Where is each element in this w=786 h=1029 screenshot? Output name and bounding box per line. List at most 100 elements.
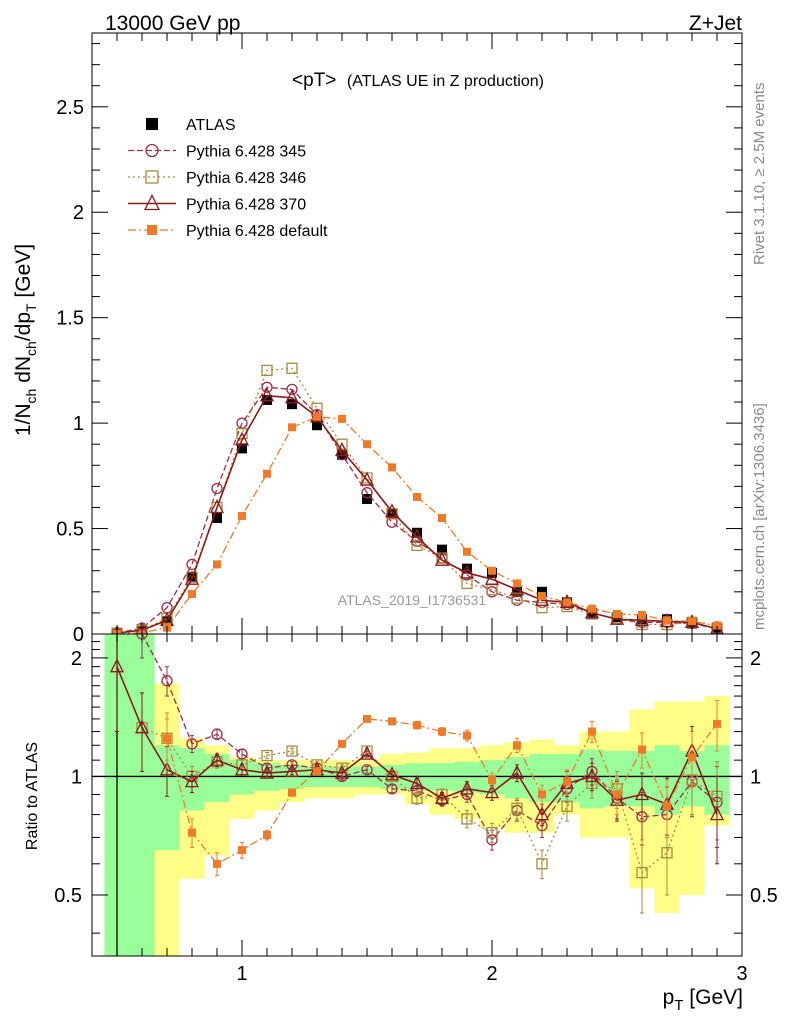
ratio-point-p370 — [184, 773, 200, 788]
data-point-pdefault — [563, 598, 571, 607]
ratio-point-pdefault — [638, 745, 646, 754]
ratio-point-p370 — [159, 761, 175, 776]
legend-marker-atlas — [146, 118, 158, 130]
data-point-pdefault — [263, 469, 271, 478]
ratio-point-pdefault — [438, 727, 446, 736]
data-point-p370 — [409, 528, 425, 543]
ratio-point-pdefault — [238, 846, 246, 855]
header-process-label: Z+Jet — [689, 12, 742, 35]
rivet-version-label: Rivet 3.1.10, ≥ 2.5M events — [751, 83, 768, 266]
ratio-point-p370 — [284, 762, 300, 778]
main-y-tick-label: 0 — [73, 624, 84, 646]
ratio-point-pdefault — [538, 790, 546, 799]
ratio-point-p345 — [186, 738, 198, 750]
data-point-p345 — [361, 487, 373, 499]
ratio-point-pdefault — [338, 739, 346, 748]
ratio-y-tick-label-left: 2 — [71, 648, 82, 670]
data-point-p370 — [359, 471, 375, 486]
legend: ATLAS Pythia 6.428 345 Pythia 6.428 346 Pyt… — [128, 117, 328, 240]
x-tick-label: 3 — [736, 963, 747, 985]
main-title: <pT> (ATLAS UE in Z production) — [292, 70, 544, 91]
uncertainty-band-inner — [129, 634, 155, 956]
ratio-point-p370 — [584, 767, 600, 783]
ratio-point-pdefault — [188, 828, 196, 837]
data-point-pdefault — [213, 560, 221, 569]
legend-marker-p345 — [145, 143, 159, 158]
ratio-y-tick-label-right: 0.5 — [750, 885, 778, 907]
data-point-p370 — [234, 431, 250, 446]
data-point-p345 — [211, 482, 223, 495]
ratio-point-pdefault — [613, 790, 621, 799]
data-point-p370 — [334, 442, 350, 457]
legend-label-pdefault: Pythia 6.428 default — [186, 223, 328, 240]
ratio-point-p346 — [486, 826, 498, 839]
ratio-point-p370 — [384, 766, 400, 781]
data-point-atlas — [362, 494, 372, 505]
ratio-point-pdefault — [288, 788, 296, 797]
ratio-point-pdefault — [463, 731, 471, 740]
data-point-atlas — [162, 616, 172, 627]
data-point-atlas — [212, 513, 222, 524]
ratio-point-p370 — [359, 745, 375, 760]
main-title-subtitle: (ATLAS UE in Z production) — [347, 73, 544, 90]
ratio-point-p370 — [459, 780, 475, 795]
data-point-pdefault — [513, 579, 521, 588]
ratio-point-p346 — [636, 866, 648, 879]
data-point-pdefault — [463, 547, 471, 556]
ratio-y-tick-label-right: 1 — [750, 766, 761, 788]
data-point-pdefault — [413, 492, 421, 501]
ratio-point-p345 — [386, 783, 398, 795]
data-point-p370 — [609, 610, 625, 625]
ratio-point-pdefault — [663, 802, 671, 811]
ratio-point-p345 — [236, 748, 248, 760]
ratio-point-p370 — [409, 774, 425, 790]
data-point-p370 — [509, 581, 525, 596]
ratio-point-pdefault — [363, 714, 371, 723]
ratio-point-p370 — [234, 761, 250, 776]
ratio-point-pdefault — [488, 775, 496, 784]
ratio-point-p345 — [211, 728, 223, 740]
x-axis-label: pT [GeV] — [663, 986, 743, 1014]
data-point-p370 — [384, 503, 400, 518]
main-y-tick-label: 0.5 — [56, 519, 84, 541]
data-point-atlas — [262, 394, 272, 405]
ratio-point-p345 — [361, 764, 373, 776]
legend-marker-p370 — [143, 194, 161, 211]
ratio-point-p370 — [534, 806, 550, 821]
ratio-point-pdefault — [688, 753, 696, 762]
ratio-y-axis-label: Ratio to ATLAS — [24, 742, 41, 850]
data-point-p370 — [434, 551, 450, 566]
ratio-point-pdefault — [388, 717, 396, 726]
data-point-pdefault — [288, 423, 296, 432]
ratio-point-p370 — [634, 786, 650, 801]
ratio-point-pdefault — [563, 777, 571, 786]
main-y-axis-label: 1/Nch dNch/dpT [GeV] — [12, 244, 39, 436]
ratio-point-p370 — [134, 719, 150, 734]
data-point-pdefault — [638, 611, 646, 620]
data-point-pdefault — [613, 609, 621, 618]
legend-label-p345: Pythia 6.428 345 — [186, 144, 306, 161]
main-y-tick-label: 2 — [73, 202, 84, 224]
ratio-point-p370 — [509, 764, 525, 779]
data-point-pdefault — [663, 616, 671, 625]
ratio-point-p346 — [286, 745, 298, 757]
main-y-tick-label: 1.5 — [56, 308, 84, 330]
ratio-point-p370 — [259, 764, 275, 779]
ratio-point-p370 — [334, 764, 350, 779]
ratio-point-p346 — [661, 847, 673, 859]
data-point-pdefault — [488, 566, 496, 575]
data-point-p346 — [286, 362, 298, 374]
data-point-atlas — [437, 544, 447, 555]
data-point-p346 — [261, 364, 273, 377]
data-point-atlas — [412, 527, 422, 538]
data-point-atlas — [312, 420, 322, 431]
data-point-p346 — [536, 601, 548, 614]
data-point-atlas — [512, 586, 522, 597]
ratio-point-p370 — [484, 784, 500, 799]
main-y-tick-label: 2.5 — [56, 97, 84, 119]
data-point-atlas — [462, 563, 472, 574]
data-point-p370 — [259, 387, 275, 402]
ratio-point-pdefault — [588, 727, 596, 736]
mcplots-reference-label: mcplots.cern.ch [arXiv:1306.3436] — [751, 403, 768, 630]
